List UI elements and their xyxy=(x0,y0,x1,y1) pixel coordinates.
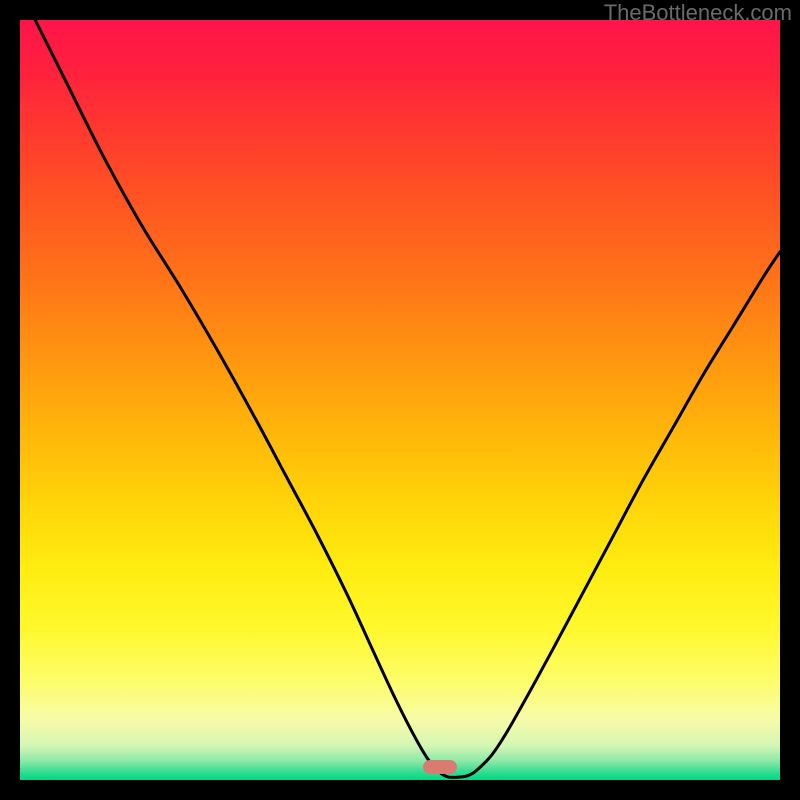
watermark-text: TheBottleneck.com xyxy=(604,0,792,26)
curve-layer xyxy=(0,0,800,800)
optimal-marker xyxy=(423,760,457,774)
chart-container: TheBottleneck.com xyxy=(0,0,800,800)
bottleneck-curve xyxy=(35,20,780,777)
